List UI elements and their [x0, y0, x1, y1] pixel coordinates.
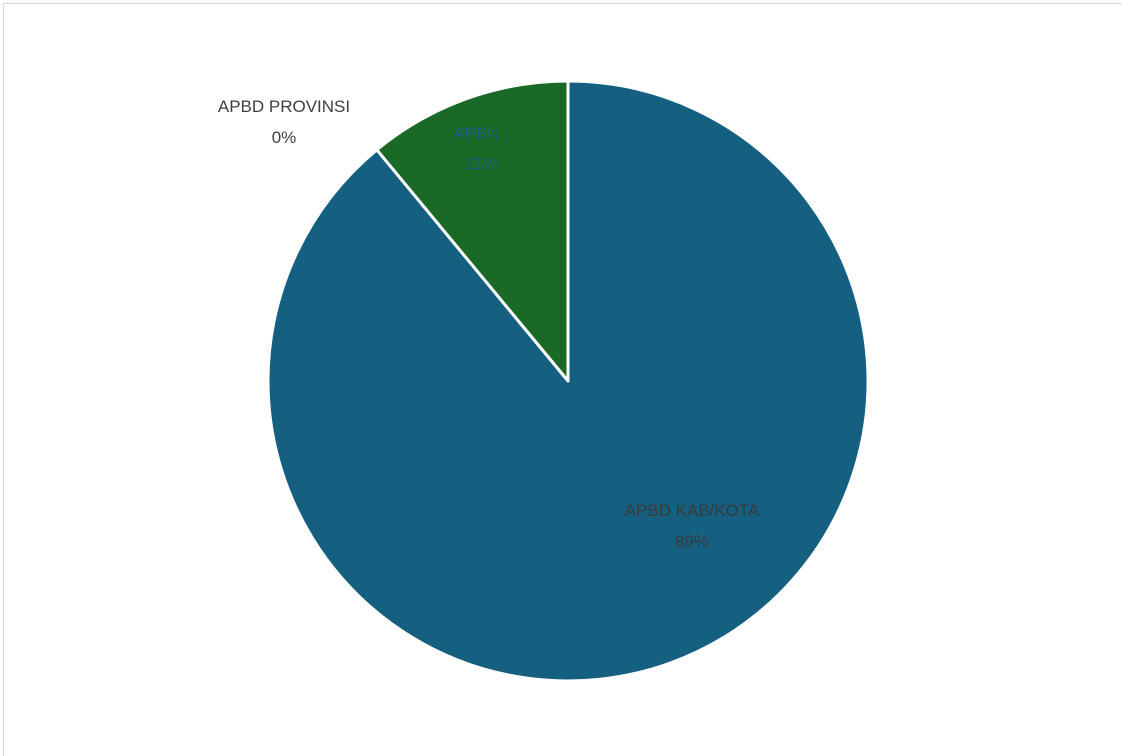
- pie-slices: [266, 79, 870, 683]
- slice-label-apbd-kab-kota: APBD KAB/KOTA 89%: [625, 501, 760, 551]
- slice-label-apbd-kab-kota-percent: 89%: [675, 532, 709, 551]
- pie-slice-apbn: [375, 79, 570, 383]
- slice-label-apbn: APBN : 11%: [453, 124, 509, 173]
- slice-label-apbd-provinsi-name: APBD PROVINSI: [218, 97, 350, 116]
- slice-label-apbd-kab-kota-name: APBD KAB/KOTA: [625, 501, 760, 520]
- slice-label-apbn-percent: 11%: [465, 154, 498, 173]
- slice-label-apbd-provinsi-percent: 0%: [272, 128, 297, 147]
- slice-label-apbd-provinsi: APBD PROVINSI 0%: [218, 97, 350, 147]
- slice-label-apbn-name: APBN :: [453, 124, 509, 143]
